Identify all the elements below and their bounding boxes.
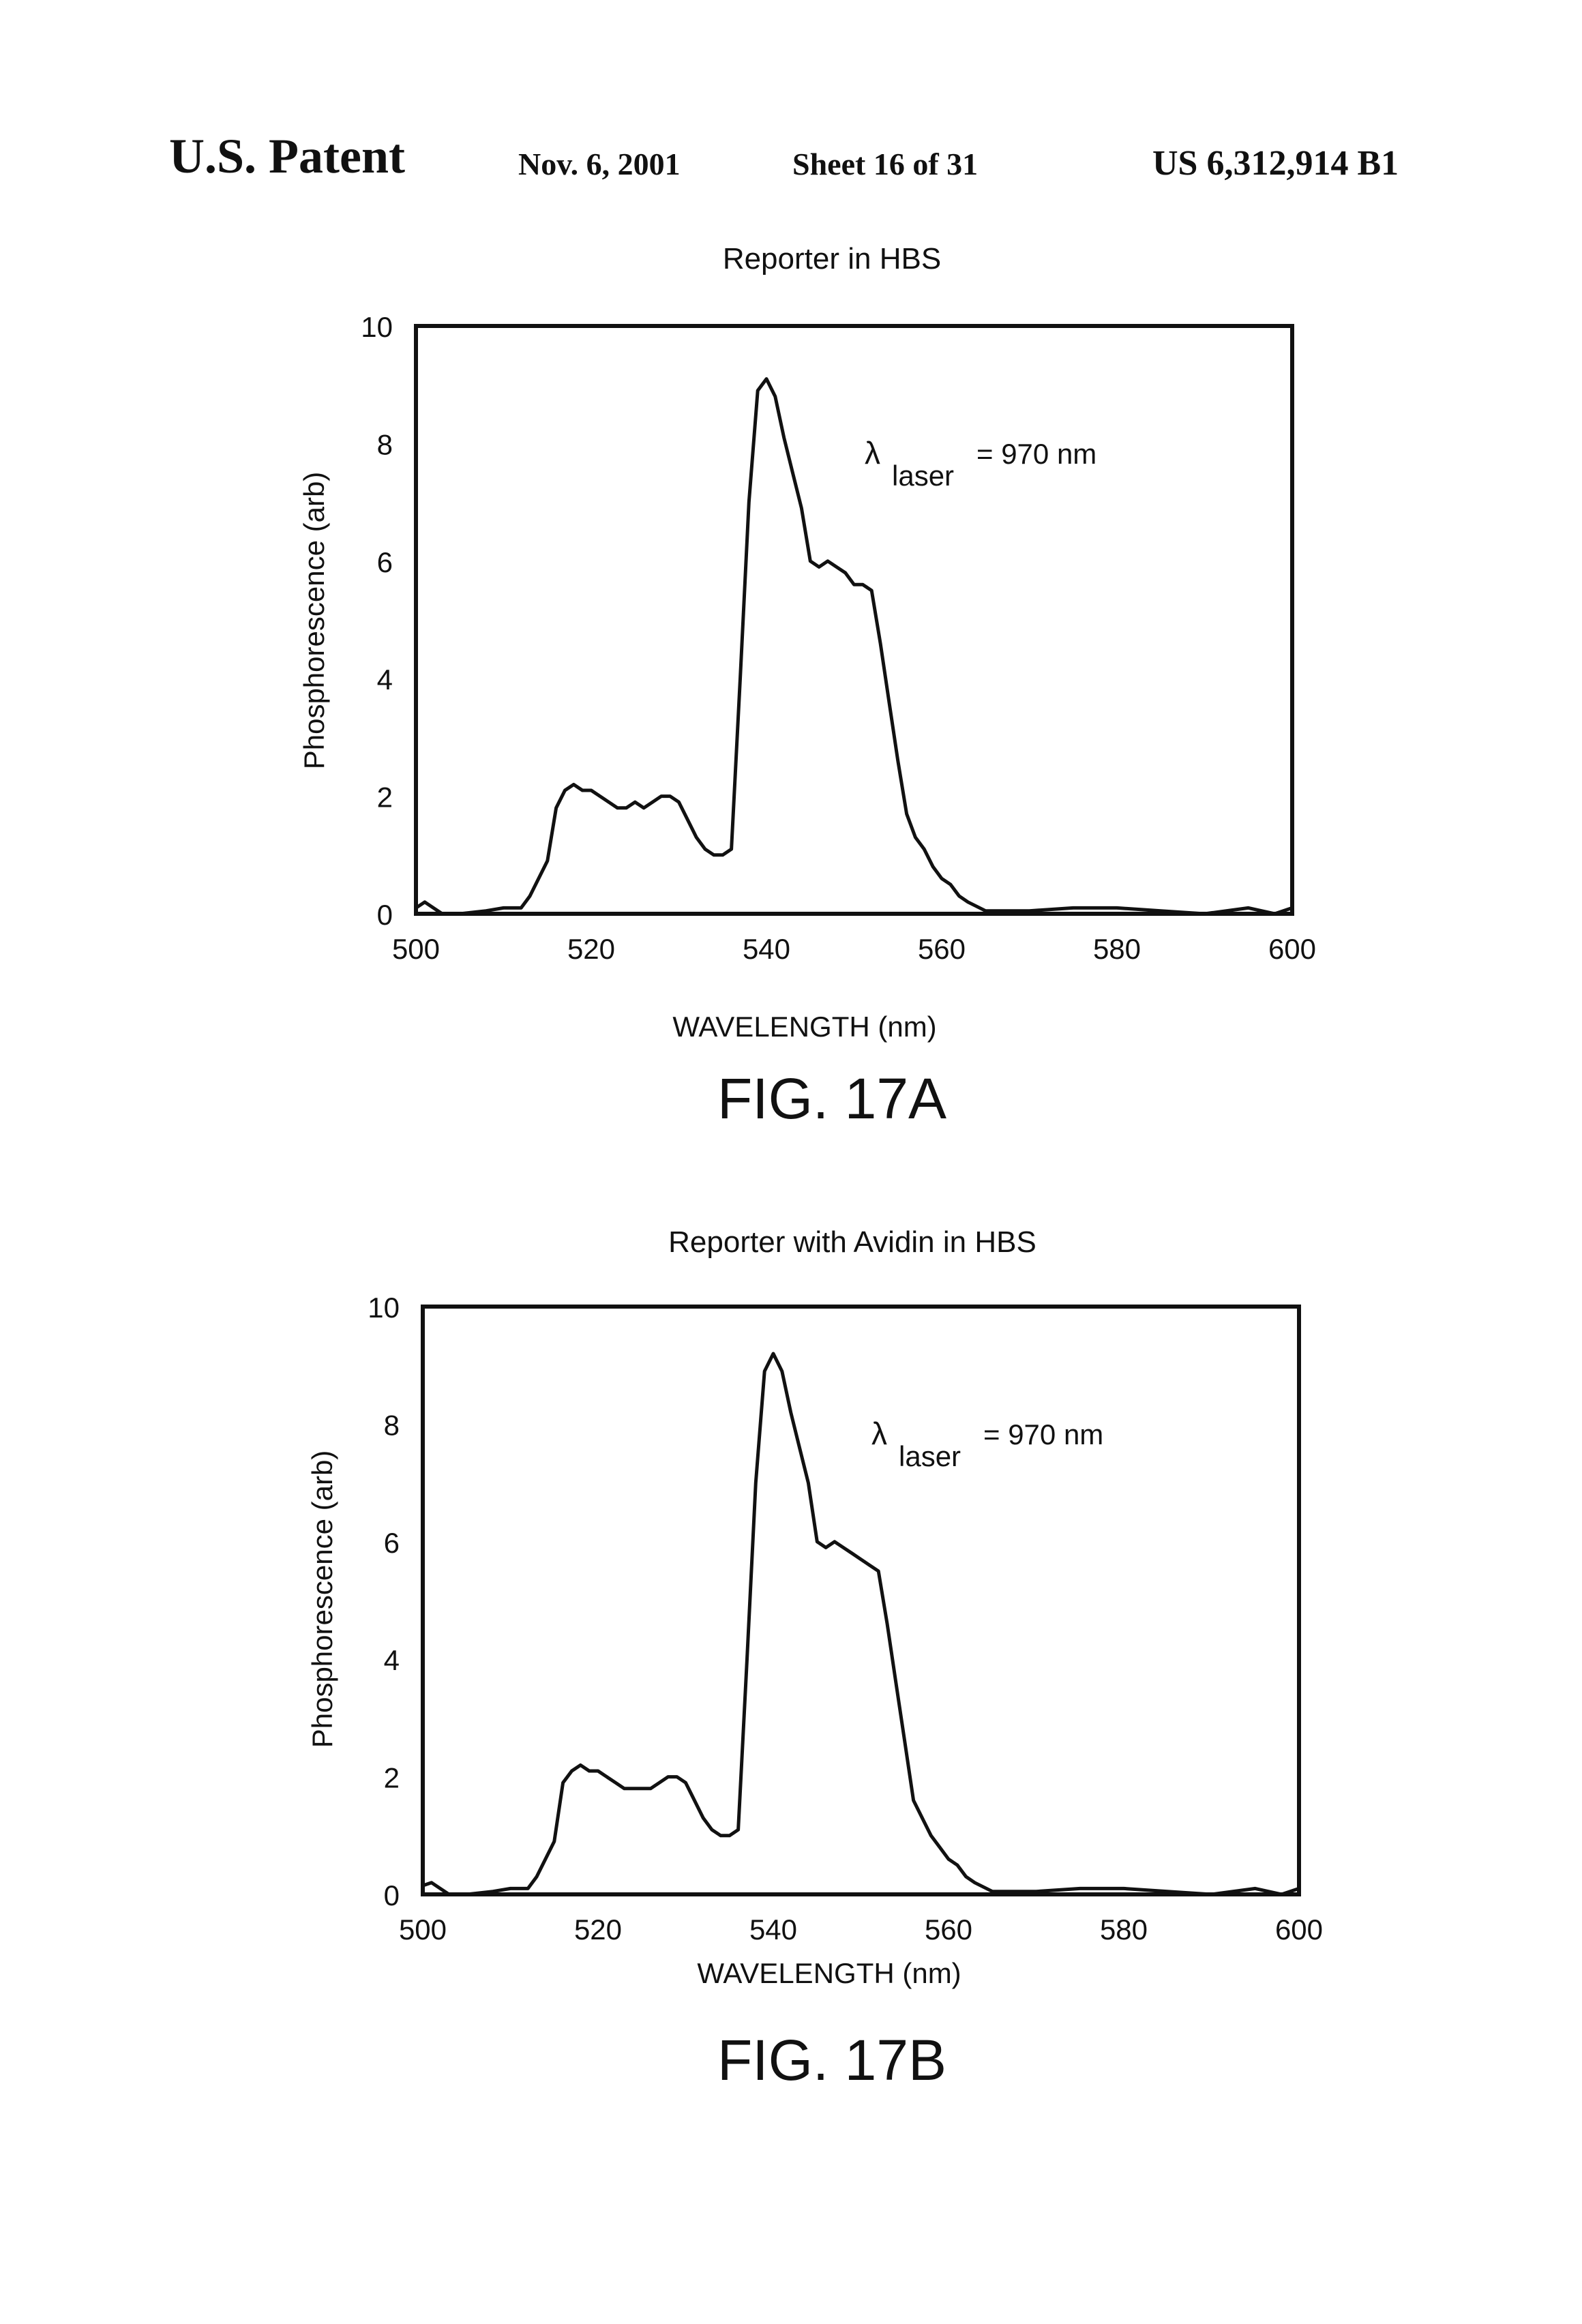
- y-tick-label: 10: [361, 311, 393, 343]
- lambda-subscript: laser: [892, 460, 954, 492]
- patent-header-title: U.S. Patent: [169, 128, 405, 185]
- plot-frame: [423, 1307, 1299, 1894]
- lambda-symbol: λ: [871, 1416, 887, 1451]
- x-tick-label: 560: [925, 1913, 972, 1946]
- lambda-value: = 970 nm: [983, 1418, 1103, 1450]
- figure-label: FIG. 17B: [717, 2028, 946, 2092]
- y-tick-label: 2: [384, 1762, 400, 1794]
- x-tick-label: 500: [392, 933, 440, 965]
- x-tick-label: 500: [399, 1913, 447, 1946]
- y-tick-label: 0: [377, 899, 393, 931]
- x-tick-label: 520: [574, 1913, 622, 1946]
- x-tick-label: 560: [918, 933, 966, 965]
- x-axis-label: WAVELENGTH (nm): [672, 1011, 936, 1043]
- figure-17a-chart: Reporter in HBS 0 2 4 6 8 10 500 520 540 560 580 6…: [0, 225, 1582, 1159]
- y-tick-label: 0: [384, 1879, 400, 1911]
- y-tick-label: 10: [368, 1292, 400, 1324]
- x-tick-label: 600: [1268, 933, 1316, 965]
- y-axis-label: Phosphorescence (arb): [298, 472, 330, 770]
- x-tick-label: 600: [1275, 1913, 1323, 1946]
- y-tick-label: 6: [377, 546, 393, 578]
- x-tick-label: 580: [1093, 933, 1141, 965]
- patent-header-sheet: Sheet 16 of 31: [792, 146, 978, 182]
- x-tick-label: 540: [749, 1913, 797, 1946]
- patent-header-number: US 6,312,914 B1: [1152, 143, 1399, 183]
- y-tick-label: 8: [377, 428, 393, 460]
- figure-label: FIG. 17A: [717, 1067, 946, 1131]
- laser-annotation: λ laser = 970 nm: [871, 1416, 1103, 1472]
- lambda-subscript: laser: [899, 1440, 961, 1472]
- chart-title: Reporter with Avidin in HBS: [668, 1225, 1036, 1259]
- x-axis-label: WAVELENGTH (nm): [697, 1957, 961, 1989]
- laser-annotation: λ laser = 970 nm: [865, 435, 1096, 492]
- y-tick-label: 4: [384, 1644, 400, 1676]
- y-tick-label: 4: [377, 664, 393, 696]
- patent-header-date: Nov. 6, 2001: [518, 146, 681, 182]
- figure-17b-chart: Reporter with Avidin in HBS 0 2 4 6 8 10 500 5…: [0, 1207, 1582, 2121]
- lambda-value: = 970 nm: [976, 438, 1096, 470]
- y-tick-label: 8: [384, 1409, 400, 1441]
- chart-title: Reporter in HBS: [723, 242, 941, 275]
- y-tick-label: 2: [377, 781, 393, 814]
- plot-frame: [416, 326, 1292, 914]
- y-axis-label: Phosphorescence (arb): [306, 1450, 338, 1748]
- y-tick-label: 6: [384, 1527, 400, 1559]
- lambda-symbol: λ: [865, 435, 880, 471]
- phosphorescence-series-line: [423, 1354, 1299, 1894]
- x-tick-label: 520: [567, 933, 615, 965]
- x-tick-label: 580: [1100, 1913, 1148, 1946]
- x-tick-label: 540: [743, 933, 790, 965]
- phosphorescence-series-line: [416, 379, 1292, 914]
